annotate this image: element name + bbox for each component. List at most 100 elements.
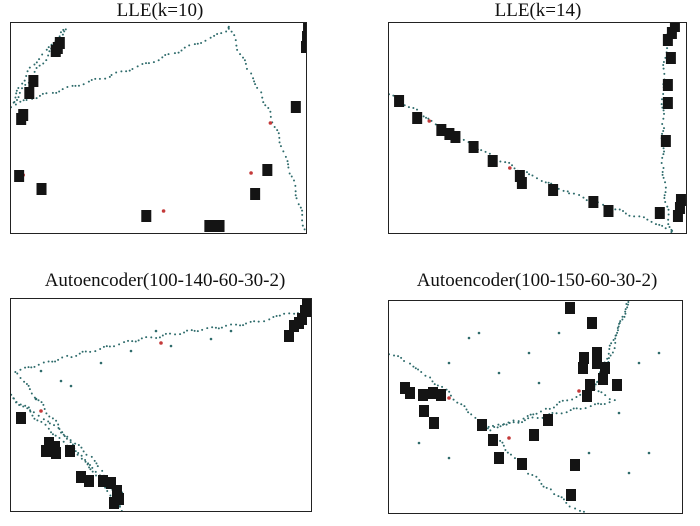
scatter-point	[39, 369, 43, 373]
trace-point	[252, 77, 255, 80]
trace-point	[452, 398, 455, 401]
scatter-point	[69, 384, 73, 388]
trace-point	[45, 59, 48, 62]
trace-point	[303, 228, 306, 231]
trace-point	[242, 324, 245, 327]
trace-point	[654, 223, 657, 226]
trace-point	[615, 334, 618, 337]
trace-point	[22, 99, 25, 102]
trace-point	[66, 354, 69, 357]
trace-point	[84, 460, 87, 463]
trace-point	[161, 334, 164, 337]
trace-point	[545, 486, 548, 489]
trace-point	[536, 416, 539, 419]
trace-point	[582, 196, 585, 199]
trace-point	[499, 160, 502, 163]
trace-point	[626, 306, 629, 309]
trace-point	[628, 214, 631, 217]
trace-point	[614, 337, 617, 340]
data-marker	[444, 128, 455, 140]
trace-point	[660, 162, 663, 165]
trace-point	[531, 416, 534, 419]
trace-point	[242, 56, 245, 59]
trace-point	[397, 355, 400, 358]
trace-point	[617, 325, 620, 328]
trace-point	[11, 106, 12, 109]
trace-point	[94, 350, 97, 353]
accent-point	[249, 171, 253, 175]
accent-point	[268, 121, 273, 125]
trace-point	[66, 86, 69, 89]
trace-point	[94, 77, 97, 80]
trace-point	[32, 411, 35, 414]
trace-point	[74, 442, 77, 445]
trace-point	[37, 414, 40, 417]
trace-point	[104, 77, 107, 80]
data-marker	[418, 389, 428, 401]
trace-point	[294, 194, 297, 197]
trace-point	[51, 417, 54, 420]
trace-point	[668, 226, 671, 229]
trace-point	[417, 368, 420, 371]
trace-point	[607, 357, 610, 360]
trace-point	[47, 427, 50, 430]
trace-point	[609, 354, 612, 357]
trace-point	[57, 423, 60, 426]
accent-point	[159, 341, 163, 345]
trace-point	[28, 388, 31, 391]
trace-point	[35, 97, 38, 100]
data-marker	[301, 41, 306, 53]
trace-point	[60, 431, 63, 434]
trace-point	[25, 75, 28, 78]
trace-point	[663, 194, 666, 197]
trace-point	[188, 44, 191, 47]
trace-point	[568, 505, 571, 508]
chart-svg	[389, 301, 661, 513]
trace-point	[87, 80, 90, 83]
data-marker	[405, 387, 415, 399]
trace-point	[15, 89, 18, 92]
trace-point	[661, 156, 664, 159]
chart-svg	[11, 299, 311, 511]
trace-point	[608, 398, 611, 401]
trace-point	[560, 496, 563, 499]
trace-point	[272, 316, 275, 319]
trace-point	[204, 39, 207, 42]
trace-point	[78, 352, 81, 355]
scatter-point	[587, 451, 591, 455]
trace-point	[666, 47, 669, 50]
trace-point	[35, 61, 38, 64]
trace-point	[120, 70, 123, 73]
trace-point	[287, 163, 290, 166]
trace-point	[508, 161, 511, 164]
trace-point	[392, 94, 395, 97]
trace-point	[283, 312, 286, 315]
trace-point	[502, 444, 505, 447]
trace-point	[108, 345, 111, 348]
trace-point	[25, 382, 28, 385]
data-marker	[44, 437, 54, 449]
trace-point	[249, 320, 252, 323]
trace-point	[14, 96, 17, 99]
trace-point	[295, 197, 298, 200]
trace-point	[667, 218, 670, 221]
trace-point	[53, 424, 56, 427]
trace-point	[42, 361, 45, 364]
trace-point	[268, 318, 271, 321]
trace-point	[594, 383, 597, 386]
trace-point	[245, 322, 248, 325]
trace-point	[517, 421, 520, 424]
trace-point	[193, 43, 196, 46]
data-marker	[76, 471, 86, 483]
trace-point	[42, 418, 45, 421]
trace-point	[496, 426, 499, 429]
data-marker	[654, 207, 665, 219]
data-marker	[436, 124, 447, 136]
trace-point	[88, 466, 91, 469]
trace-point	[608, 401, 611, 404]
trace-point	[662, 92, 665, 95]
trace-point	[164, 54, 167, 57]
data-marker	[106, 477, 116, 489]
trace-point	[145, 62, 148, 65]
trace-point	[28, 66, 31, 69]
